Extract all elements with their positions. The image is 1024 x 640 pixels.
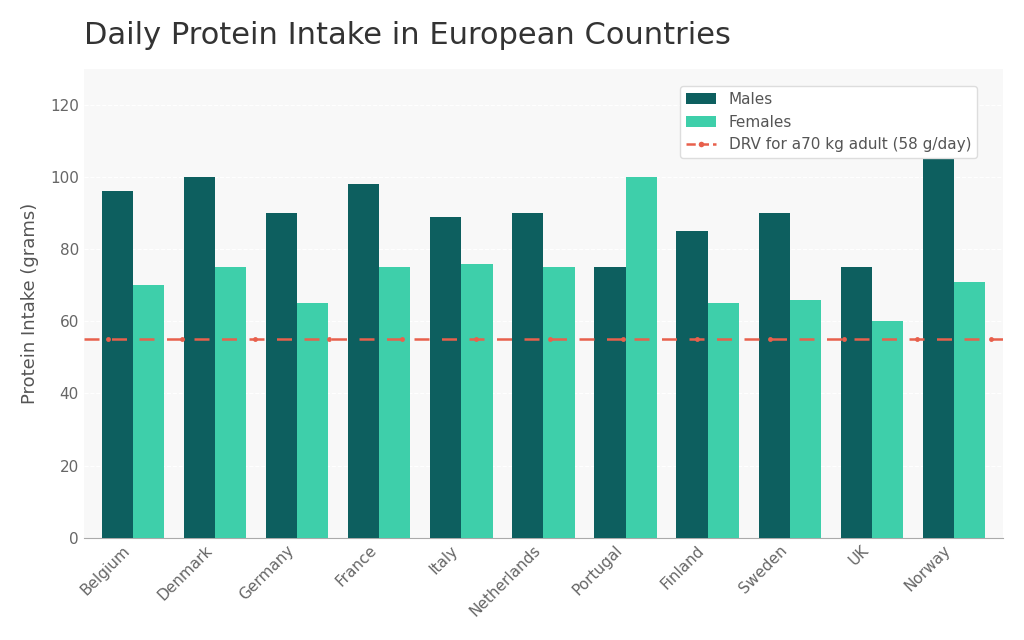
- Y-axis label: Protein Intake (grams): Protein Intake (grams): [20, 203, 39, 404]
- Bar: [430, 217, 462, 538]
- Bar: [708, 303, 738, 538]
- Bar: [923, 145, 954, 538]
- Bar: [759, 213, 790, 538]
- Bar: [348, 184, 379, 538]
- Legend: Males, Females, DRV for a70 kg adult (58 g/day): Males, Females, DRV for a70 kg adult (58…: [680, 86, 977, 158]
- Bar: [790, 300, 821, 538]
- Bar: [841, 267, 871, 538]
- Text: Daily Protein Intake in European Countries: Daily Protein Intake in European Countri…: [84, 21, 730, 50]
- Bar: [379, 267, 411, 538]
- Bar: [544, 267, 574, 538]
- Bar: [101, 191, 133, 538]
- Bar: [266, 213, 297, 538]
- Bar: [871, 321, 903, 538]
- Bar: [462, 264, 493, 538]
- Bar: [594, 267, 626, 538]
- Bar: [133, 285, 164, 538]
- Bar: [677, 231, 708, 538]
- Bar: [297, 303, 329, 538]
- Bar: [954, 282, 985, 538]
- Bar: [215, 267, 246, 538]
- Bar: [184, 177, 215, 538]
- Bar: [626, 177, 656, 538]
- Bar: [512, 213, 544, 538]
